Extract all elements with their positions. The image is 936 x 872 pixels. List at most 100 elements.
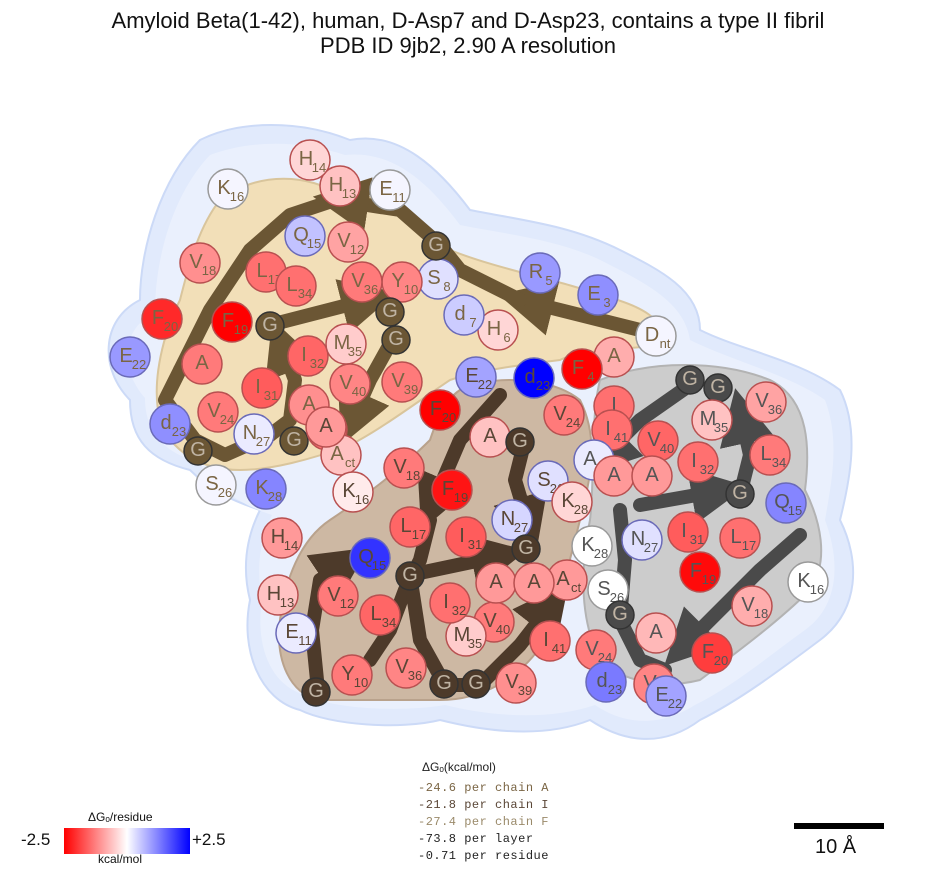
residue-A-G-36: G: [375, 297, 405, 327]
residue-I-H14-29: H14: [261, 517, 303, 559]
residue-A-K16-15: K 16: [207, 168, 249, 210]
residue-number: 34: [382, 615, 396, 630]
residue-number: 41: [614, 430, 628, 445]
residue-number: 35: [348, 344, 362, 359]
residue-A-G-24: G: [183, 436, 213, 466]
residue-I-E11-32: E 11: [275, 612, 317, 654]
residue-letter: Y: [341, 663, 354, 685]
residue-number: 32: [700, 462, 714, 477]
residue-number: 28: [268, 489, 282, 504]
residue-number: 22: [668, 696, 682, 711]
residue-I-V18-26: V 18: [383, 447, 425, 489]
residue-circle: [445, 516, 487, 558]
residue-number: 18: [202, 263, 216, 278]
residue-I-L17-25: L 17: [389, 506, 431, 548]
residue-number: 8: [443, 279, 450, 294]
residue-number: 27: [256, 434, 270, 449]
residue-I-F19-24: F 19: [431, 469, 473, 511]
residue-number: 16: [355, 492, 369, 507]
residue-letter: G: [388, 328, 404, 350]
residue-F-L34-9: L 34: [749, 434, 791, 476]
residue-number: 27: [644, 540, 658, 555]
residue-circle: [109, 336, 151, 378]
residue-I-I31-22: I 31: [445, 516, 487, 558]
residue-I-K28-8: K 28: [551, 481, 593, 523]
residue-A-d23-22: d 23: [149, 403, 191, 445]
residue-letter: F: [152, 307, 164, 329]
residue-F-F19-20: F 19: [679, 551, 721, 593]
residue-F-G-13: G: [725, 479, 755, 509]
residue-number: 32: [452, 603, 466, 618]
residue-letter: V: [483, 610, 497, 632]
residue-letter: d: [524, 366, 535, 388]
residue-circle: [284, 215, 326, 257]
residue-letter: D: [645, 324, 659, 346]
residue-number: 7: [469, 315, 476, 330]
residue-letter: E: [119, 345, 132, 367]
residue-circle: [389, 506, 431, 548]
residue-letter: V: [505, 671, 519, 693]
residue-I-V24-3: V 24: [543, 394, 585, 436]
residue-letter: S: [597, 578, 610, 600]
residue-I-d23-0: d 23: [513, 357, 555, 399]
residue-letter: K: [342, 480, 356, 502]
residue-circle: [429, 582, 471, 624]
residue-letter: L: [400, 515, 411, 537]
residue-number: 11: [392, 190, 406, 205]
residue-letter: G: [308, 680, 324, 702]
residue-number: 19: [454, 490, 468, 505]
residue-letter: G: [428, 234, 444, 256]
residue-number: 14: [284, 538, 298, 553]
residue-letter: F: [702, 641, 714, 663]
residue-letter: E: [285, 621, 298, 643]
residue-number: 23: [536, 378, 550, 393]
residue-letter: Q: [774, 491, 790, 513]
residue-letter: d: [454, 303, 465, 325]
residue-circle: [141, 298, 183, 340]
residue-letter: E: [655, 684, 668, 706]
residue-F-E22-28: E 22: [645, 675, 687, 717]
residue-letter: L: [286, 274, 297, 296]
residue-letter: H: [329, 174, 343, 196]
residue-number: 16: [810, 582, 824, 597]
residue-circle: [719, 517, 761, 559]
residue-circle: [301, 677, 331, 707]
residue-letter: A: [583, 448, 597, 470]
residue-number: 35: [468, 636, 482, 651]
residue-number: nt: [660, 336, 671, 351]
residue-F-Q15-14: Q15: [765, 482, 807, 524]
residue-number: 41: [552, 641, 566, 656]
residue-number: 13: [280, 595, 294, 610]
residue-number: 28: [574, 502, 588, 517]
residue-letter: E: [587, 283, 600, 305]
residue-circle: [621, 519, 663, 561]
residue-letter: V: [585, 638, 599, 660]
figure-title: Amyloid Beta(1-42), human, D-Asp7 and D-…: [111, 8, 825, 33]
residue-F-V36-3: V 36: [745, 381, 787, 423]
residue-letter: V: [553, 403, 567, 425]
residue-A-N27-26: N27: [233, 413, 275, 455]
residue-A-G-28: G: [279, 426, 309, 456]
residue-number: 22: [132, 357, 146, 372]
residue-I-V39-13: V 39: [495, 662, 537, 704]
residue-circle: [419, 389, 461, 431]
residue-A-F19-18: F 19: [211, 301, 253, 343]
residue-letter: V: [647, 429, 661, 451]
residue-A-V40-39: V 40: [329, 363, 371, 405]
residue-circle: [329, 363, 371, 405]
residue-number: 24: [598, 650, 612, 665]
residue-number: 40: [352, 384, 366, 399]
residue-letter: K: [217, 177, 231, 199]
residue-letter: L: [760, 443, 771, 465]
residue-circle: [255, 311, 285, 341]
residue-I-V36-16: V 36: [385, 647, 427, 689]
residue-circle: [745, 381, 787, 423]
residue-circle: [179, 242, 221, 284]
residue-letter: d: [596, 670, 607, 692]
residue-F-V40-5: V 40: [637, 420, 679, 462]
